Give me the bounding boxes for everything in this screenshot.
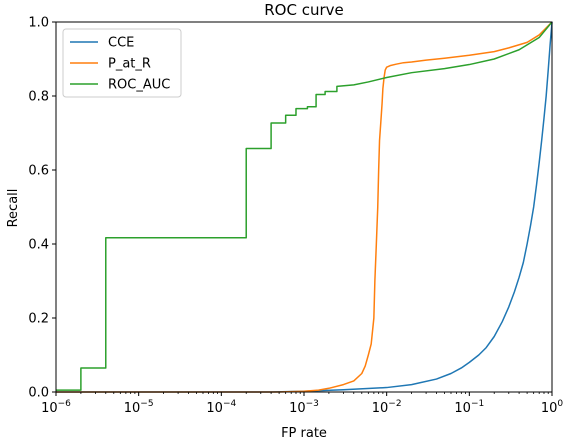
y-tick-label: 0.2	[28, 312, 49, 327]
legend-label-p-at-r: P_at_R	[108, 57, 151, 72]
x-tick-label: 10−4	[206, 399, 236, 416]
legend-box	[62, 28, 182, 98]
y-axis-label: Recall	[6, 189, 21, 228]
y-tick-label: 0.0	[28, 386, 49, 401]
plot-area: 10−6 10−5 10−4 10−3 10−2 10−1 100 0.0 0.2 0.4 0.6 0…	[28, 16, 563, 417]
y-tick-label: 0.6	[28, 164, 49, 179]
series-line-cce	[56, 21, 553, 393]
x-axis-label: FP rate	[281, 426, 327, 440]
y-tick-label: 0.4	[28, 238, 49, 253]
legend: CCE P_at_R ROC_AUC	[62, 28, 182, 98]
x-tick-label: 100	[541, 399, 564, 416]
legend-label-roc-auc: ROC_AUC	[108, 78, 170, 93]
x-tick-label: 10−1	[454, 399, 484, 416]
y-tick-label: 0.8	[28, 90, 49, 105]
series-line-roc-auc	[56, 21, 553, 391]
chart-title: ROC curve	[264, 1, 344, 19]
x-tick-label: 10−6	[41, 399, 71, 416]
legend-label-cce: CCE	[108, 36, 134, 51]
x-tick-label: 10−3	[289, 399, 319, 416]
y-tick-label: 1.0	[28, 16, 49, 31]
x-tick-label: 10−5	[124, 399, 154, 416]
x-tick-label: 10−2	[372, 399, 402, 416]
series-line-p-at-r	[56, 21, 553, 393]
